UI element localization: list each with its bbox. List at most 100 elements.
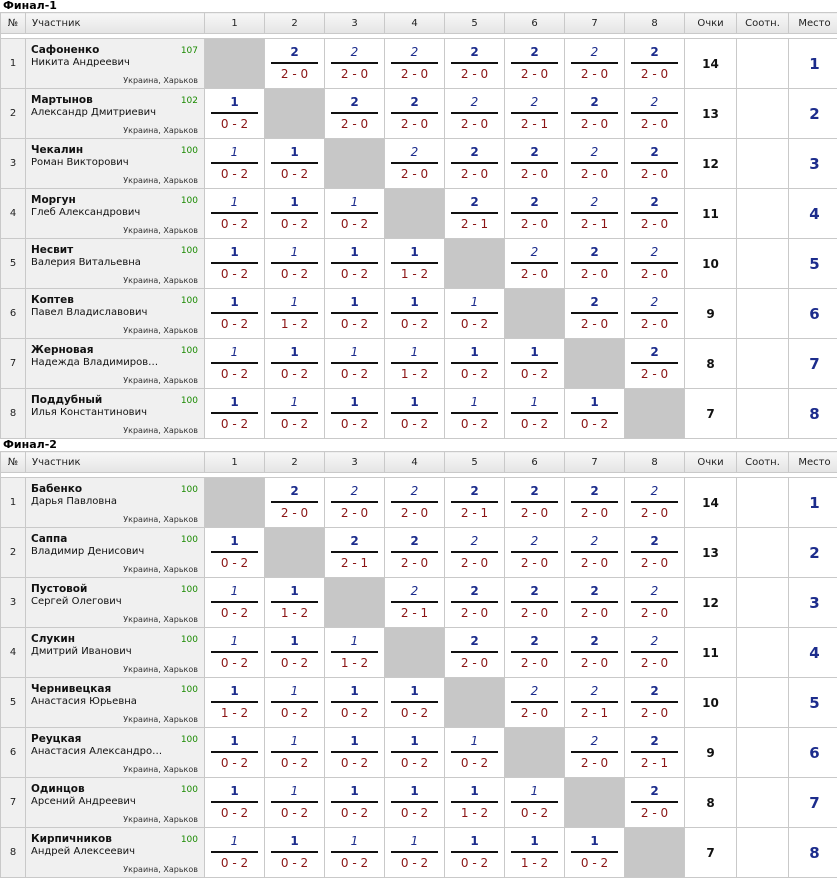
- participant-cell[interactable]: Бабенко 100 Дарья Павловна Украина, Харьков: [25, 477, 205, 528]
- participant-surname[interactable]: Кирпичников: [31, 833, 112, 845]
- match-cell[interactable]: 1 0 - 2: [204, 338, 265, 389]
- match-cell[interactable]: 1 0 - 2: [444, 288, 505, 339]
- match-cell[interactable]: 2 2 - 0: [564, 88, 625, 139]
- match-cell[interactable]: 2 2 - 0: [384, 138, 445, 189]
- match-cell[interactable]: 1 0 - 2: [264, 727, 325, 778]
- match-cell[interactable]: 1 0 - 2: [384, 388, 445, 439]
- header-ratio[interactable]: Соотн.: [736, 451, 789, 473]
- header-opponent-2[interactable]: 2: [264, 451, 325, 473]
- match-cell[interactable]: 1 0 - 2: [444, 338, 505, 389]
- match-cell[interactable]: 2 2 - 0: [624, 88, 685, 139]
- header-opponent-8[interactable]: 8: [624, 12, 685, 34]
- match-cell[interactable]: 1 0 - 2: [504, 338, 565, 389]
- match-cell[interactable]: 2 2 - 0: [504, 138, 565, 189]
- match-cell[interactable]: 2 2 - 1: [624, 727, 685, 778]
- match-cell[interactable]: 2 2 - 0: [504, 188, 565, 239]
- match-cell[interactable]: 2 2 - 0: [384, 88, 445, 139]
- match-cell[interactable]: 1 0 - 2: [204, 727, 265, 778]
- match-cell[interactable]: 1 0 - 2: [324, 238, 385, 289]
- match-cell[interactable]: 2 2 - 0: [624, 338, 685, 389]
- match-cell[interactable]: 2 2 - 0: [504, 477, 565, 528]
- match-cell[interactable]: 2 2 - 0: [624, 627, 685, 678]
- match-cell[interactable]: 1 0 - 2: [204, 827, 265, 878]
- match-cell[interactable]: 1 1 - 2: [264, 577, 325, 628]
- header-opponent-4[interactable]: 4: [384, 451, 445, 473]
- match-cell[interactable]: 1 0 - 2: [384, 827, 445, 878]
- match-cell[interactable]: 1 0 - 2: [264, 138, 325, 189]
- match-cell[interactable]: 2 2 - 0: [564, 38, 625, 89]
- participant-surname[interactable]: Саппа: [31, 533, 68, 545]
- match-cell[interactable]: 1 0 - 2: [564, 827, 625, 878]
- match-cell[interactable]: 2 2 - 0: [504, 577, 565, 628]
- participant-cell[interactable]: Поддубный 100 Илья Константинович Украина, …: [25, 388, 205, 439]
- match-cell[interactable]: 1 0 - 2: [324, 677, 385, 728]
- match-cell[interactable]: 1 0 - 2: [384, 288, 445, 339]
- header-opponent-4[interactable]: 4: [384, 12, 445, 34]
- header-number[interactable]: №: [0, 451, 26, 473]
- participant-surname[interactable]: Несвит: [31, 244, 74, 256]
- participant-cell[interactable]: Чекалин 100 Роман Викторович Украина, Харьк…: [25, 138, 205, 189]
- match-cell[interactable]: 1 1 - 2: [384, 338, 445, 389]
- match-cell[interactable]: 2 2 - 0: [444, 577, 505, 628]
- header-ratio[interactable]: Соотн.: [736, 12, 789, 34]
- participant-surname[interactable]: Мартынов: [31, 94, 93, 106]
- match-cell[interactable]: 2 2 - 0: [564, 627, 625, 678]
- match-cell[interactable]: 1 0 - 2: [204, 288, 265, 339]
- match-cell[interactable]: 2 2 - 0: [564, 288, 625, 339]
- match-cell[interactable]: 2 2 - 0: [624, 138, 685, 189]
- header-opponent-5[interactable]: 5: [444, 12, 505, 34]
- match-cell[interactable]: 1 0 - 2: [204, 88, 265, 139]
- match-cell[interactable]: 1 0 - 2: [264, 827, 325, 878]
- match-cell[interactable]: 2 2 - 0: [384, 477, 445, 528]
- participant-cell[interactable]: Несвит 100 Валерия Витальевна Украина, Харь…: [25, 238, 205, 289]
- participant-cell[interactable]: Реуцкая 100 Анастасия Александро… Украина, …: [25, 727, 205, 778]
- match-cell[interactable]: 2 2 - 0: [324, 38, 385, 89]
- match-cell[interactable]: 2 2 - 0: [564, 527, 625, 578]
- match-cell[interactable]: 1 0 - 2: [444, 388, 505, 439]
- match-cell[interactable]: 2 2 - 0: [324, 477, 385, 528]
- match-cell[interactable]: 2 2 - 0: [504, 38, 565, 89]
- match-cell[interactable]: 2 2 - 0: [564, 238, 625, 289]
- match-cell[interactable]: 1 0 - 2: [324, 388, 385, 439]
- participant-surname[interactable]: Слукин: [31, 633, 75, 645]
- header-opponent-8[interactable]: 8: [624, 451, 685, 473]
- match-cell[interactable]: 2 2 - 0: [624, 288, 685, 339]
- header-opponent-3[interactable]: 3: [324, 451, 385, 473]
- match-cell[interactable]: 1 0 - 2: [204, 138, 265, 189]
- match-cell[interactable]: 2 2 - 0: [504, 527, 565, 578]
- match-cell[interactable]: 1 0 - 2: [264, 338, 325, 389]
- match-cell[interactable]: 2 2 - 1: [564, 677, 625, 728]
- match-cell[interactable]: 1 0 - 2: [264, 188, 325, 239]
- participant-surname[interactable]: Пустовой: [31, 583, 88, 595]
- participant-surname[interactable]: Коптев: [31, 294, 74, 306]
- header-number[interactable]: №: [0, 12, 26, 34]
- match-cell[interactable]: 1 0 - 2: [324, 288, 385, 339]
- match-cell[interactable]: 2 2 - 1: [444, 188, 505, 239]
- participant-cell[interactable]: Моргун 100 Глеб Александрович Украина, Харь…: [25, 188, 205, 239]
- participant-surname[interactable]: Жерновая: [31, 344, 94, 356]
- header-opponent-7[interactable]: 7: [564, 451, 625, 473]
- match-cell[interactable]: 1 1 - 2: [444, 777, 505, 828]
- match-cell[interactable]: 2 2 - 0: [504, 238, 565, 289]
- match-cell[interactable]: 2 2 - 1: [384, 577, 445, 628]
- participant-surname[interactable]: Чернивецкая: [31, 683, 112, 695]
- match-cell[interactable]: 1 0 - 2: [204, 627, 265, 678]
- match-cell[interactable]: 2 2 - 0: [444, 527, 505, 578]
- match-cell[interactable]: 2 2 - 0: [564, 727, 625, 778]
- header-opponent-6[interactable]: 6: [504, 12, 565, 34]
- match-cell[interactable]: 2 2 - 0: [264, 477, 325, 528]
- header-opponent-5[interactable]: 5: [444, 451, 505, 473]
- header-place[interactable]: Место: [788, 451, 837, 473]
- match-cell[interactable]: 1 1 - 2: [324, 627, 385, 678]
- match-cell[interactable]: 1 0 - 2: [264, 777, 325, 828]
- match-cell[interactable]: 1 0 - 2: [504, 777, 565, 828]
- match-cell[interactable]: 2 2 - 0: [444, 88, 505, 139]
- match-cell[interactable]: 2 2 - 0: [624, 777, 685, 828]
- match-cell[interactable]: 1 1 - 2: [504, 827, 565, 878]
- participant-cell[interactable]: Одинцов 100 Арсений Андреевич Украина, Харь…: [25, 777, 205, 828]
- match-cell[interactable]: 1 0 - 2: [264, 627, 325, 678]
- match-cell[interactable]: 2 2 - 0: [324, 88, 385, 139]
- match-cell[interactable]: 1 1 - 2: [384, 238, 445, 289]
- match-cell[interactable]: 1 0 - 2: [324, 188, 385, 239]
- match-cell[interactable]: 2 2 - 0: [624, 188, 685, 239]
